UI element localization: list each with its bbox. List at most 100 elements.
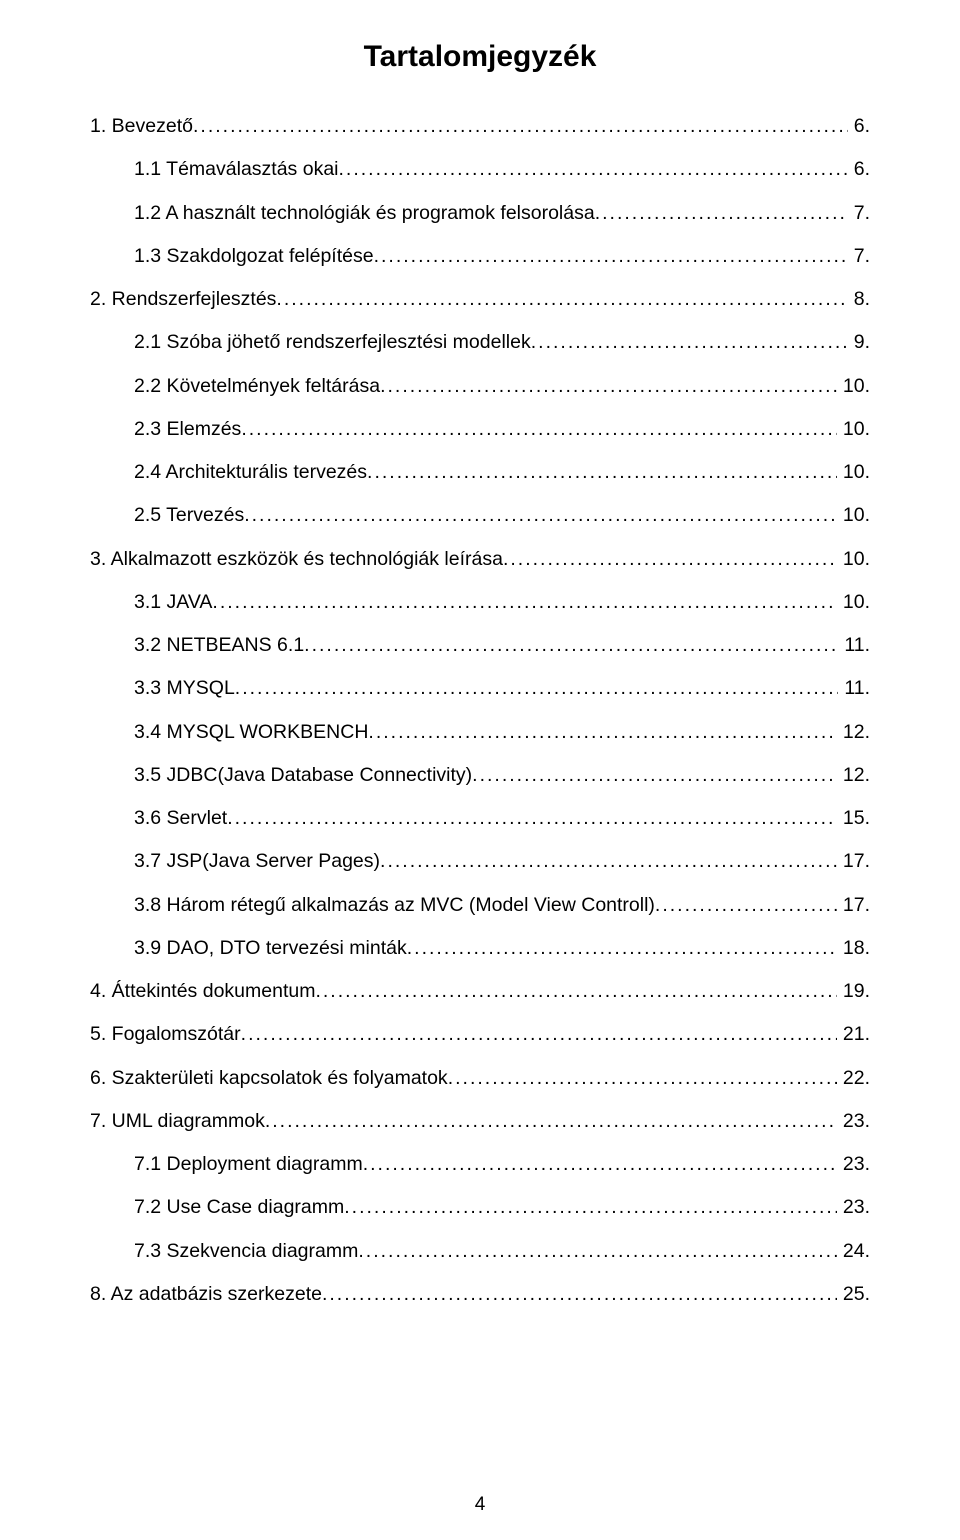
toc-entry: 1. Bevezető 6.	[90, 112, 870, 141]
toc-entry: 3.2 NETBEANS 6.1 11.	[90, 631, 870, 660]
table-of-contents: 1. Bevezető 6.1.1 Témaválasztás okai 6.1…	[90, 112, 870, 1309]
toc-leader-dots	[322, 1280, 837, 1309]
toc-leader-dots	[655, 891, 837, 920]
toc-entry-page: 25.	[837, 1280, 870, 1309]
toc-entry-page: 7.	[848, 199, 870, 228]
toc-leader-dots	[241, 1020, 837, 1049]
toc-entry-label: 1.3 Szakdolgozat felépítése	[134, 242, 374, 271]
toc-entry-page: 23.	[837, 1193, 870, 1222]
toc-entry: 3.8 Három rétegű alkalmazás az MVC (Mode…	[90, 891, 870, 920]
toc-entry: 3.9 DAO, DTO tervezési minták 18.	[90, 934, 870, 963]
toc-entry-page: 10.	[837, 458, 870, 487]
toc-entry-label: 3.9 DAO, DTO tervezési minták	[134, 934, 407, 963]
toc-entry-label: 2.2 Követelmények feltárása	[134, 372, 380, 401]
toc-entry-label: 1. Bevezető	[90, 112, 193, 141]
toc-entry-page: 11.	[838, 674, 870, 703]
toc-entry-page: 24.	[837, 1237, 870, 1266]
toc-entry: 3.3 MYSQL 11.	[90, 674, 870, 703]
toc-leader-dots	[367, 458, 837, 487]
toc-entry-label: 3.6 Servlet	[134, 804, 227, 833]
toc-entry: 3.1 JAVA 10.	[90, 588, 870, 617]
toc-leader-dots	[193, 112, 848, 141]
toc-entry-label: 3.8 Három rétegű alkalmazás az MVC (Mode…	[134, 891, 655, 920]
toc-entry-page: 12.	[837, 718, 870, 747]
toc-entry-label: 1.2 A használt technológiák és programok…	[134, 199, 595, 228]
toc-entry: 8. Az adatbázis szerkezete 25.	[90, 1280, 870, 1309]
toc-entry-page: 6.	[848, 112, 870, 141]
toc-leader-dots	[315, 977, 836, 1006]
toc-entry-label: 3.2 NETBEANS 6.1	[134, 631, 304, 660]
toc-leader-dots	[344, 1193, 837, 1222]
toc-leader-dots	[241, 415, 837, 444]
toc-entry: 7.1 Deployment diagramm 23.	[90, 1150, 870, 1179]
toc-entry: 2. Rendszerfejlesztés 8.	[90, 285, 870, 314]
toc-entry-page: 22.	[837, 1064, 870, 1093]
toc-leader-dots	[227, 804, 837, 833]
toc-entry-label: 5. Fogalomszótár	[90, 1020, 241, 1049]
toc-entry: 3.5 JDBC(Java Database Connectivity) 12.	[90, 761, 870, 790]
toc-leader-dots	[265, 1107, 837, 1136]
toc-entry: 2.1 Szóba jöhető rendszerfejlesztési mod…	[90, 328, 870, 357]
toc-entry-label: 8. Az adatbázis szerkezete	[90, 1280, 322, 1309]
toc-leader-dots	[363, 1150, 837, 1179]
toc-leader-dots	[380, 372, 837, 401]
toc-entry-label: 3.5 JDBC(Java Database Connectivity)	[134, 761, 472, 790]
toc-entry: 4. Áttekintés dokumentum 19.	[90, 977, 870, 1006]
toc-entry: 3. Alkalmazott eszközök és technológiák …	[90, 545, 870, 574]
toc-leader-dots	[448, 1064, 837, 1093]
toc-entry-label: 7.1 Deployment diagramm	[134, 1150, 363, 1179]
toc-entry-page: 11.	[838, 631, 870, 660]
toc-entry-page: 10.	[837, 545, 870, 574]
toc-entry-label: 2. Rendszerfejlesztés	[90, 285, 276, 314]
toc-entry: 5. Fogalomszótár 21.	[90, 1020, 870, 1049]
toc-entry-label: 2.4 Architekturális tervezés	[134, 458, 367, 487]
toc-entry-page: 17.	[837, 847, 870, 876]
toc-entry-label: 3. Alkalmazott eszközök és technológiák …	[90, 545, 503, 574]
toc-leader-dots	[368, 718, 836, 747]
toc-leader-dots	[276, 285, 847, 314]
toc-entry: 6. Szakterületi kapcsolatok és folyamato…	[90, 1064, 870, 1093]
toc-leader-dots	[244, 501, 837, 530]
toc-entry: 3.6 Servlet 15.	[90, 804, 870, 833]
toc-entry: 2.5 Tervezés 10.	[90, 501, 870, 530]
toc-entry-page: 15.	[837, 804, 870, 833]
toc-entry-label: 3.3 MYSQL	[134, 674, 235, 703]
toc-entry: 2.3 Elemzés 10.	[90, 415, 870, 444]
toc-entry-page: 7.	[848, 242, 870, 271]
toc-entry-label: 7.2 Use Case diagramm	[134, 1193, 344, 1222]
toc-entry-label: 6. Szakterületi kapcsolatok és folyamato…	[90, 1064, 448, 1093]
toc-entry-page: 21.	[837, 1020, 870, 1049]
toc-entry: 2.2 Követelmények feltárása 10.	[90, 372, 870, 401]
toc-entry-page: 10.	[837, 588, 870, 617]
toc-entry-label: 3.4 MYSQL WORKBENCH	[134, 718, 368, 747]
toc-entry: 7.2 Use Case diagramm 23.	[90, 1193, 870, 1222]
toc-leader-dots	[407, 934, 837, 963]
toc-entry: 1.2 A használt technológiák és programok…	[90, 199, 870, 228]
toc-leader-dots	[304, 631, 838, 660]
toc-entry: 1.1 Témaválasztás okai 6.	[90, 155, 870, 184]
toc-entry-label: 3.1 JAVA	[134, 588, 212, 617]
toc-leader-dots	[374, 242, 848, 271]
document-title: Tartalomjegyzék	[90, 40, 870, 74]
toc-entry: 7.3 Szekvencia diagramm 24.	[90, 1237, 870, 1266]
toc-leader-dots	[531, 328, 848, 357]
toc-leader-dots	[595, 199, 848, 228]
toc-entry-label: 2.3 Elemzés	[134, 415, 241, 444]
toc-entry-page: 17.	[837, 891, 870, 920]
page-number: 4	[0, 1494, 960, 1516]
toc-entry-page: 8.	[848, 285, 870, 314]
toc-entry-label: 7. UML diagrammok	[90, 1107, 265, 1136]
toc-entry-label: 7.3 Szekvencia diagramm	[134, 1237, 358, 1266]
toc-leader-dots	[472, 761, 837, 790]
toc-entry: 3.7 JSP(Java Server Pages) 17.	[90, 847, 870, 876]
toc-leader-dots	[212, 588, 836, 617]
toc-entry-label: 1.1 Témaválasztás okai	[134, 155, 339, 184]
toc-entry: 1.3 Szakdolgozat felépítése 7.	[90, 242, 870, 271]
toc-entry-page: 9.	[848, 328, 870, 357]
toc-entry: 3.4 MYSQL WORKBENCH 12.	[90, 718, 870, 747]
toc-entry-label: 2.1 Szóba jöhető rendszerfejlesztési mod…	[134, 328, 531, 357]
toc-entry-page: 18.	[837, 934, 870, 963]
toc-entry: 7. UML diagrammok 23.	[90, 1107, 870, 1136]
toc-entry-page: 10.	[837, 415, 870, 444]
toc-entry-label: 4. Áttekintés dokumentum	[90, 977, 315, 1006]
